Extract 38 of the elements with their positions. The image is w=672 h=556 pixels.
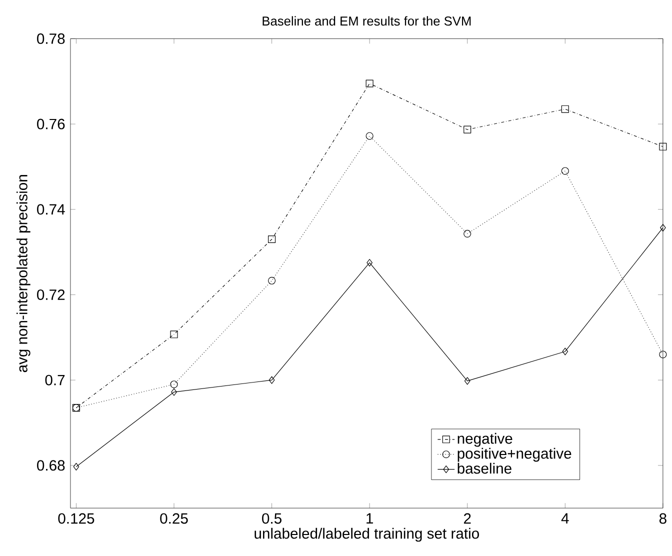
x-tick-label: 8	[659, 513, 666, 524]
point	[464, 230, 472, 238]
point	[170, 380, 178, 388]
point	[561, 105, 569, 113]
x-tick-label: 0.5	[262, 513, 282, 524]
chart-title: Baseline and EM results for the SVM	[262, 16, 471, 26]
point	[268, 277, 276, 285]
point	[268, 236, 276, 244]
point	[464, 126, 472, 134]
point	[268, 376, 275, 384]
point	[659, 350, 667, 358]
legend-label: positive+negative	[458, 448, 572, 462]
point	[170, 330, 178, 338]
legend-label: baseline	[458, 462, 512, 474]
point	[660, 224, 666, 232]
point	[562, 348, 568, 356]
y-tick-label: 0.76	[37, 118, 65, 130]
y-tick-label: 0.74	[37, 204, 65, 215]
y-tick-label: 0.7	[45, 374, 65, 386]
y-tick-label: 0.68	[37, 460, 65, 471]
x-tick-label: 0.125	[58, 513, 94, 524]
point	[366, 80, 374, 88]
x-tick-label: 4	[561, 513, 569, 524]
point	[561, 167, 569, 175]
point	[73, 463, 80, 471]
x-tick-label: 0.25	[160, 513, 188, 524]
y-tick-label: 0.72	[37, 290, 65, 300]
point	[366, 132, 374, 140]
y-axis-title: avg non-interpolated precision	[16, 175, 30, 372]
point	[171, 388, 177, 396]
point	[464, 377, 470, 385]
x-tick-label: 1	[366, 513, 373, 524]
x-tick-label: 2	[464, 513, 471, 524]
x-axis-title: unlabeled/labeled training set ratio	[254, 528, 479, 542]
legend-label: negative	[458, 433, 512, 447]
point	[366, 259, 372, 267]
point	[659, 143, 667, 151]
y-tick-label: 0.78	[37, 34, 65, 44]
